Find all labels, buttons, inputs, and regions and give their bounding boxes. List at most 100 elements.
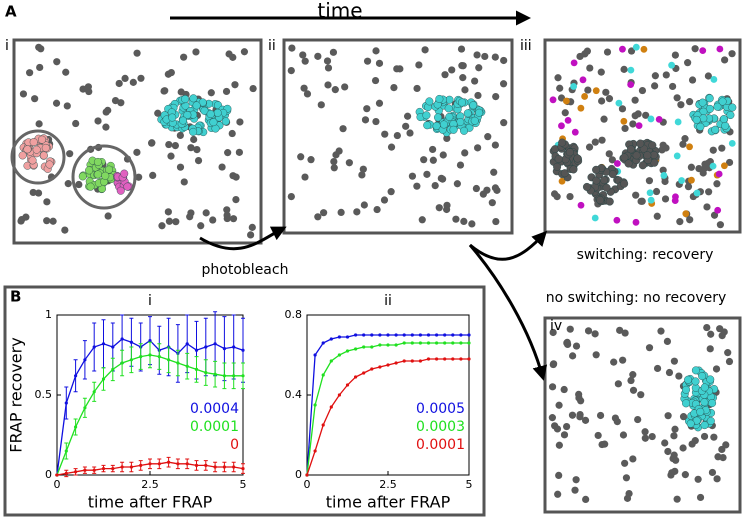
particle xyxy=(177,88,185,96)
particle xyxy=(719,115,728,124)
particle xyxy=(581,416,590,424)
data-point xyxy=(111,467,115,471)
particle xyxy=(43,198,51,206)
data-point xyxy=(232,374,236,378)
particle xyxy=(161,87,169,95)
particle xyxy=(53,58,61,66)
data-point xyxy=(410,359,414,363)
particle xyxy=(481,52,489,61)
data-point xyxy=(111,345,115,349)
particle xyxy=(558,138,567,147)
particle xyxy=(456,118,465,127)
particle xyxy=(627,66,635,74)
data-point xyxy=(362,333,366,337)
particle xyxy=(676,218,684,226)
particle xyxy=(247,231,255,239)
particle xyxy=(560,431,569,439)
particle xyxy=(581,50,589,58)
particle xyxy=(684,375,693,384)
particle xyxy=(560,169,569,178)
data-point xyxy=(337,393,341,397)
particle xyxy=(568,411,577,419)
data-point xyxy=(120,361,124,365)
data-point xyxy=(345,335,350,339)
particle xyxy=(613,216,621,224)
particle xyxy=(705,188,713,196)
particle xyxy=(703,203,711,211)
data-point xyxy=(386,363,390,367)
particle xyxy=(711,125,720,134)
particle xyxy=(631,96,639,104)
particle xyxy=(565,148,574,157)
particle xyxy=(206,110,215,119)
particle xyxy=(713,180,721,188)
particle xyxy=(673,495,681,503)
data-point xyxy=(194,348,199,352)
particle xyxy=(632,191,640,199)
particle xyxy=(626,145,635,154)
particle xyxy=(645,344,654,352)
particle xyxy=(444,104,453,113)
y-tick-label: 0.8 xyxy=(285,308,303,321)
x-axis-label: time after FRAP xyxy=(326,493,451,512)
particle xyxy=(710,211,719,219)
particle xyxy=(718,144,726,152)
particle xyxy=(435,94,444,103)
particle xyxy=(661,439,669,447)
particle xyxy=(331,86,339,94)
particle xyxy=(341,83,349,91)
cluster-circle xyxy=(10,129,66,185)
particle xyxy=(418,216,426,224)
particle xyxy=(600,115,608,123)
particle xyxy=(330,164,338,172)
data-point xyxy=(129,340,133,344)
particle xyxy=(45,160,54,169)
particle xyxy=(423,170,431,178)
y-axis-label: FRAP recovery xyxy=(7,337,26,452)
particle xyxy=(584,86,592,94)
particle xyxy=(662,71,670,79)
particle xyxy=(591,330,599,338)
particle xyxy=(435,204,443,212)
particle xyxy=(229,172,237,180)
particle xyxy=(429,145,437,154)
particle xyxy=(598,136,606,144)
particle xyxy=(714,453,722,461)
particle xyxy=(249,84,257,93)
particle xyxy=(555,441,563,449)
particle xyxy=(627,376,635,385)
particle xyxy=(380,196,389,204)
arrow xyxy=(199,226,287,251)
particle xyxy=(297,153,305,161)
particle xyxy=(650,151,659,160)
particle xyxy=(728,103,737,112)
particle xyxy=(619,45,626,53)
data-point xyxy=(418,341,422,345)
particle xyxy=(706,345,714,353)
particle xyxy=(158,222,166,230)
particle xyxy=(558,177,566,185)
particle xyxy=(592,87,600,95)
particle xyxy=(363,57,372,65)
particle xyxy=(686,143,693,151)
particle xyxy=(602,183,611,192)
data-point xyxy=(467,341,471,345)
particle xyxy=(187,144,195,152)
particle xyxy=(577,201,585,209)
time-label: time xyxy=(317,0,362,23)
particle xyxy=(373,205,381,214)
particle xyxy=(165,217,174,225)
particle xyxy=(620,117,628,125)
particle xyxy=(620,153,629,162)
particle xyxy=(31,95,39,103)
particle xyxy=(387,188,395,196)
particle xyxy=(661,195,670,203)
particle xyxy=(699,169,707,177)
particle xyxy=(363,105,371,113)
particle xyxy=(135,173,143,181)
data-point xyxy=(435,341,439,345)
particle xyxy=(453,180,461,188)
particle xyxy=(459,74,467,82)
particle xyxy=(28,156,37,165)
particle xyxy=(550,360,558,368)
